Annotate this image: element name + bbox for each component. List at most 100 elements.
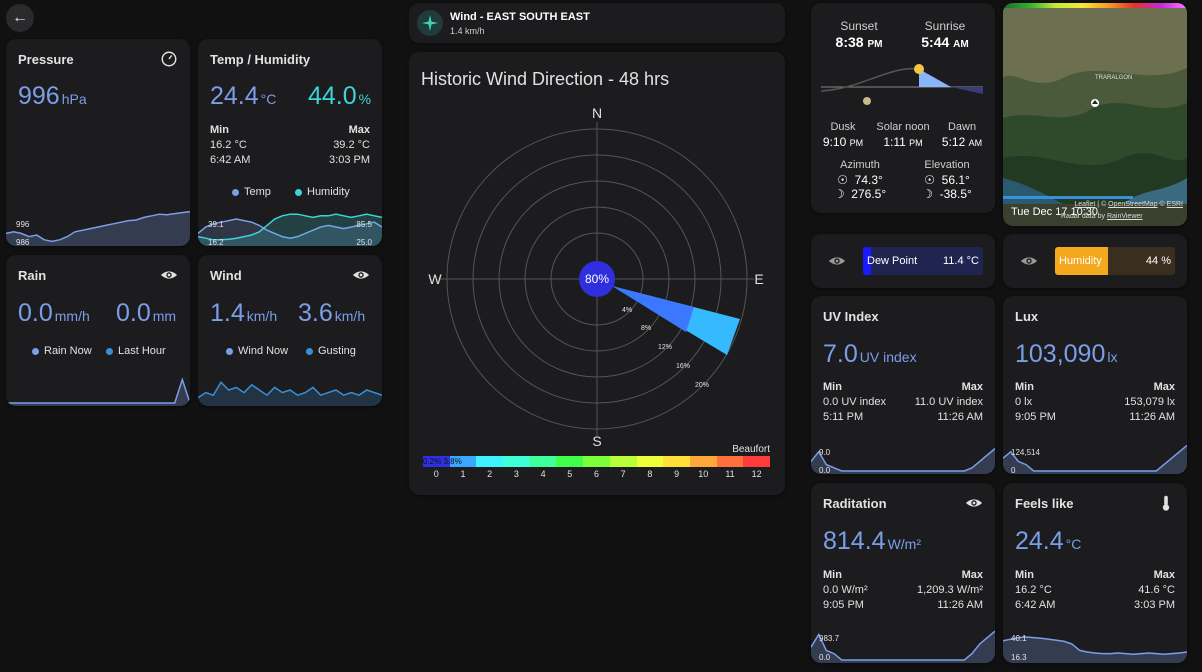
min-block: Min 16.2 °C 6:42 AM xyxy=(1015,569,1056,611)
wind-header-subtitle: 1.4 km/h xyxy=(450,26,485,36)
beaufort-tick-label: 0 xyxy=(433,469,439,479)
beaufort-scale-labels: 0 1 2 3 4 5 6 7 8 9 10 11 12 xyxy=(423,469,770,481)
sparkline-line xyxy=(1003,636,1187,655)
beaufort-segment xyxy=(689,456,717,467)
gauge-icon xyxy=(161,51,177,67)
beaufort-segment xyxy=(609,456,637,467)
beaufort-segment xyxy=(476,456,504,467)
beaufort-tick-label: 8 xyxy=(647,469,653,479)
legend-temp: Temp xyxy=(232,186,271,198)
min-block: Min 0 lx 9:05 PM xyxy=(1015,381,1056,423)
radiation-value: 814.4 W/m² xyxy=(823,527,921,555)
pressure-value: 996 hPa xyxy=(18,82,87,110)
sun-icon: ☉ xyxy=(837,173,848,187)
uv-sparkline xyxy=(811,448,995,474)
beaufort-segment xyxy=(449,456,477,467)
lux-value: 103,090 lx xyxy=(1015,340,1118,368)
card-title: Raditation xyxy=(823,496,887,511)
max-block: Max 41.6 °C 3:03 PM xyxy=(1134,569,1175,611)
feels-like-card[interactable]: Feels like 24.4 °C Min 16.2 °C 6:42 AM Max 4… xyxy=(1003,483,1187,663)
beaufort-segment xyxy=(636,456,664,467)
eye-icon[interactable] xyxy=(160,266,178,284)
min-block: Min 0.0 W/m² 9:05 PM xyxy=(823,569,868,611)
sun-marker xyxy=(914,64,924,74)
rose-south: S xyxy=(592,433,601,449)
legend-rain-now: Rain Now xyxy=(32,345,92,357)
moon-marker xyxy=(863,97,871,105)
beaufort-tick-label: 2 xyxy=(487,469,493,479)
temp-value: 24.4 °C xyxy=(210,82,277,110)
sparkline-area xyxy=(1003,637,1187,663)
uv-index-card[interactable]: UV Index 7.0 UV index Min 0.0 UV index 5:11… xyxy=(811,296,995,474)
sparkline-area xyxy=(198,214,382,246)
card-title: Temp / Humidity xyxy=(210,52,311,67)
spark-label: 16.3 xyxy=(1011,653,1027,662)
sun-card[interactable]: Sunset 8:38 PM Sunrise 5:44 AM Dusk 9:10… xyxy=(811,3,995,213)
legend-gusting: Gusting xyxy=(306,345,356,357)
wind-rose-card[interactable]: Historic Wind Direction - 48 hrs 80% N S… xyxy=(409,52,785,495)
wind-speed-value: 1.4 km/h xyxy=(210,299,278,327)
card-title: Feels like xyxy=(1015,496,1074,511)
wind-card[interactable]: Wind 1.4 km/h 3.6 km/h Wind Now Gusting xyxy=(198,255,382,406)
beaufort-tick-label: 5 xyxy=(567,469,573,479)
spark-label: 25.0 xyxy=(356,238,372,246)
rain-card[interactable]: Rain 0.0 mm/h 0.0 mm Rain Now Last Hour xyxy=(6,255,190,406)
humidity-bar-fill xyxy=(1055,247,1108,275)
uv-value: 7.0 UV index xyxy=(823,340,917,368)
sparkline-area xyxy=(1003,445,1187,474)
ring-label: 20% xyxy=(695,382,709,389)
dawn-label: Dawn xyxy=(947,121,977,133)
leaflet-link[interactable]: Leaflet xyxy=(1074,201,1096,208)
beaufort-tick-label: 4 xyxy=(540,469,546,479)
spark-label: 124,514 xyxy=(1011,448,1040,457)
moon-icon: ☽ xyxy=(922,187,933,201)
beaufort-tick-label: 12 xyxy=(751,469,762,479)
sparkline-area xyxy=(811,448,995,474)
sparkline-line xyxy=(198,218,382,239)
lux-card[interactable]: Lux 103,090 lx Min 0 lx 9:05 PM Max 153,079 … xyxy=(1003,296,1187,474)
sun-icon: ☉ xyxy=(924,173,935,187)
humidity-label: Humidity xyxy=(1059,255,1102,267)
map-radar-attribution: Radar data by RainViewer xyxy=(1061,213,1143,220)
sparkline-area xyxy=(6,379,190,406)
esri-link[interactable]: ESRI xyxy=(1166,201,1183,208)
pressure-card[interactable]: Pressure 996 hPa 996 986 xyxy=(6,39,190,246)
sunrise-time: 5:44 AM xyxy=(921,34,969,50)
beaufort-tick-label: 7 xyxy=(620,469,626,479)
rain-sparkline xyxy=(6,377,190,406)
humidity-value: 44 % xyxy=(1145,255,1171,267)
compass-icon xyxy=(417,10,443,36)
map-timeline-bar xyxy=(1003,196,1133,199)
humidity-value: 44.0% xyxy=(308,82,372,110)
radar-color-legend xyxy=(1003,3,1187,8)
beaufort-segment xyxy=(663,456,690,467)
humidity-bar-card[interactable]: Humidity 44 % xyxy=(1003,234,1187,288)
temp-humidity-card[interactable]: Temp / Humidity 24.4 °C 44.0% Min 16.2 °C 6… xyxy=(198,39,382,246)
radiation-card[interactable]: Raditation 814.4 W/m² Min 0.0 W/m² 9:05 PM … xyxy=(811,483,995,663)
dewpoint-card[interactable]: Dew Point 11.4 °C xyxy=(811,234,995,288)
wind-sparkline xyxy=(198,380,382,406)
eye-icon[interactable] xyxy=(352,266,370,284)
sunset-time: 8:38 PM xyxy=(835,34,883,50)
sparkline-line xyxy=(1003,444,1187,472)
wind-header-title: Wind - EAST SOUTH EAST xyxy=(450,11,590,23)
rain-last-value: 0.0 mm xyxy=(116,299,177,327)
feels-like-value: 24.4 °C xyxy=(1015,527,1082,555)
eye-icon[interactable] xyxy=(1020,252,1038,270)
ring-label: 8% xyxy=(641,325,651,332)
radar-map-card[interactable]: TRARALGON Leaflet | © OpenStreetMap © ES… xyxy=(1003,3,1187,226)
spark-max-label: 996 xyxy=(16,220,30,229)
dewpoint-value: 11.4 °C xyxy=(943,255,979,267)
eye-icon[interactable] xyxy=(828,252,846,270)
rainviewer-link[interactable]: RainViewer xyxy=(1106,213,1143,220)
back-button[interactable]: ← xyxy=(6,4,34,32)
spark-label: 9.0 xyxy=(819,448,831,457)
osm-link[interactable]: OpenStreetMap xyxy=(1108,201,1158,208)
beaufort-label: Beaufort xyxy=(732,444,770,455)
humidity-bar: Humidity 44 % xyxy=(1055,247,1175,275)
eye-icon[interactable] xyxy=(965,494,983,512)
azimuth-label: Azimuth xyxy=(840,159,880,171)
wind-direction-header[interactable]: Wind - EAST SOUTH EAST 1.4 km/h xyxy=(409,3,785,43)
satellite-map[interactable] xyxy=(1003,8,1187,204)
legend-humidity: Humidity xyxy=(295,186,350,198)
